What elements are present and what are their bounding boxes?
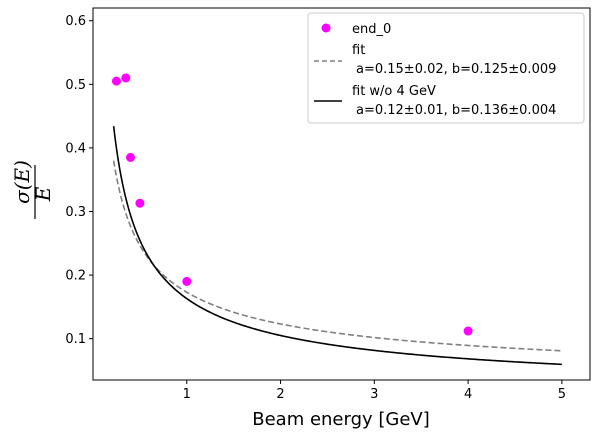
x-tick-label: 2	[276, 387, 284, 402]
legend-params-fit-wo-4gev: a=0.12±0.01, b=0.136±0.004	[356, 103, 556, 118]
data-point	[182, 276, 192, 286]
legend-marker-end_0	[321, 23, 331, 33]
x-tick-label: 3	[370, 387, 378, 402]
legend-label-end_0: end_0	[352, 22, 391, 37]
x-tick-label: 5	[558, 387, 566, 402]
fit-curves	[112, 126, 562, 366]
y-tick-label: 0.4	[65, 141, 86, 156]
legend-box	[307, 12, 585, 124]
y-axis-label-numerator: σ(E)	[10, 160, 34, 204]
data-point	[126, 152, 136, 162]
legend-label-fit: fit	[352, 43, 365, 58]
x-axis-ticks: 1 2 3 4 5	[183, 380, 566, 402]
y-tick-label: 0.1	[65, 332, 86, 347]
y-axis-label: σ(E) E	[10, 160, 55, 219]
legend-label-fit-wo-4gev: fit w/o 4 GeV	[352, 84, 436, 99]
data-point	[463, 326, 473, 336]
y-tick-label: 0.2	[65, 269, 86, 284]
y-tick-label: 0.3	[65, 205, 86, 220]
plot-frame	[92, 7, 591, 381]
legend: end_0 fit a=0.15±0.02, b=0.125±0.009 fit…	[307, 12, 585, 124]
y-tick-label: 0.6	[65, 14, 86, 29]
y-axis-ticks: 0.1 0.2 0.3 0.4 0.5 0.6	[65, 14, 93, 347]
x-axis-label: Beam energy [GeV]	[252, 409, 430, 430]
legend-params-fit: a=0.15±0.02, b=0.125±0.009	[356, 62, 556, 77]
data-point	[111, 76, 121, 86]
data-point	[121, 73, 131, 83]
y-tick-label: 0.5	[65, 78, 86, 93]
data-points	[111, 73, 473, 336]
curve-fit-w-o-4-gev	[112, 126, 562, 366]
y-axis-label-denominator: E	[31, 186, 55, 202]
curve-fit	[112, 160, 562, 352]
x-tick-label: 1	[183, 387, 191, 402]
x-tick-label: 4	[464, 387, 472, 402]
data-point	[135, 198, 145, 208]
